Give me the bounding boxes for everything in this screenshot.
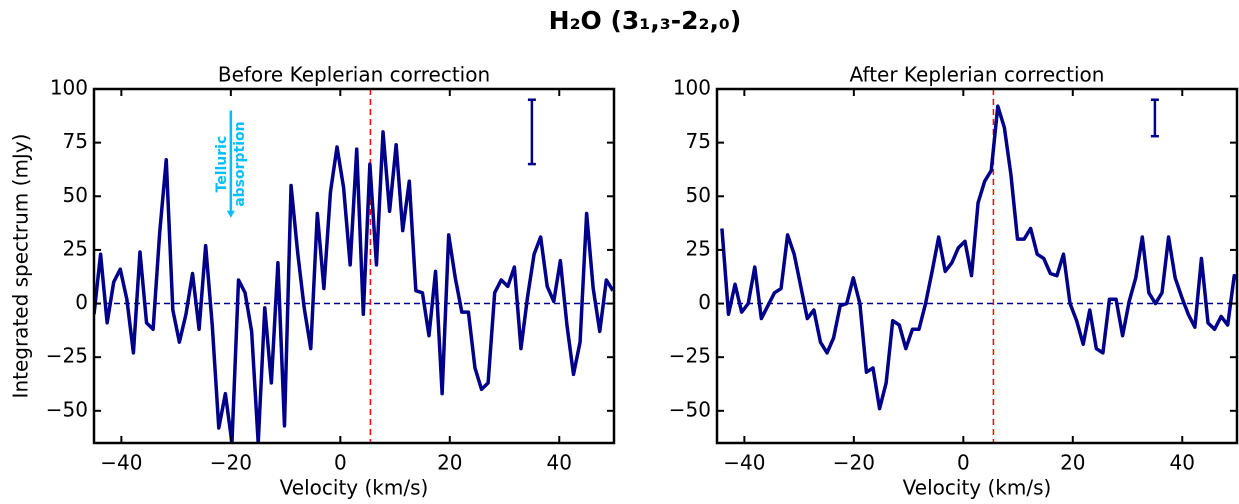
annotation-arrowhead xyxy=(226,210,235,218)
x-tick-label: −20 xyxy=(833,451,875,475)
x-tick-label: −20 xyxy=(210,451,252,475)
x-tick-label: 0 xyxy=(957,451,970,475)
panel-title: Before Keplerian correction xyxy=(218,63,490,87)
y-tick-label: −50 xyxy=(669,397,711,421)
y-axis-label: Integrated spectrum (mJy) xyxy=(9,134,33,399)
y-tick-label: 50 xyxy=(63,183,88,207)
x-axis-label: Velocity (km/s) xyxy=(280,476,429,500)
plot-area xyxy=(717,89,1237,443)
y-tick-label: 0 xyxy=(698,290,711,314)
plot-area xyxy=(94,89,614,443)
y-tick-label: 75 xyxy=(686,129,711,153)
data-line xyxy=(720,104,1237,411)
x-axis-label: Velocity (km/s) xyxy=(903,476,1052,500)
annotation-text: Telluric xyxy=(214,136,230,193)
axes-frame xyxy=(92,87,616,445)
y-tick-label: 75 xyxy=(63,129,88,153)
figure-title: H₂O (3₁,₃-2₂,₀) xyxy=(549,6,742,35)
y-tick-label: −25 xyxy=(46,344,88,368)
x-tick-label: −40 xyxy=(100,451,142,475)
y-tick-label: −25 xyxy=(669,344,711,368)
y-tick-label: 100 xyxy=(50,76,88,100)
x-tick-label: −40 xyxy=(723,451,765,475)
y-tick-label: 25 xyxy=(686,236,711,260)
x-tick-label: 40 xyxy=(547,451,572,475)
data-line xyxy=(94,130,614,443)
y-tick-label: 25 xyxy=(63,236,88,260)
panel-title: After Keplerian correction xyxy=(850,63,1105,87)
y-tick-label: 0 xyxy=(75,290,88,314)
y-tick-label: −50 xyxy=(46,397,88,421)
x-tick-label: 0 xyxy=(334,451,347,475)
x-tick-label: 20 xyxy=(1060,451,1085,475)
x-tick-label: 20 xyxy=(437,451,462,475)
y-tick-label: 100 xyxy=(673,76,711,100)
annotation-text: absorption xyxy=(232,121,248,206)
y-tick-label: 50 xyxy=(686,183,711,207)
axes-frame xyxy=(715,87,1239,445)
x-tick-label: 40 xyxy=(1170,451,1195,475)
